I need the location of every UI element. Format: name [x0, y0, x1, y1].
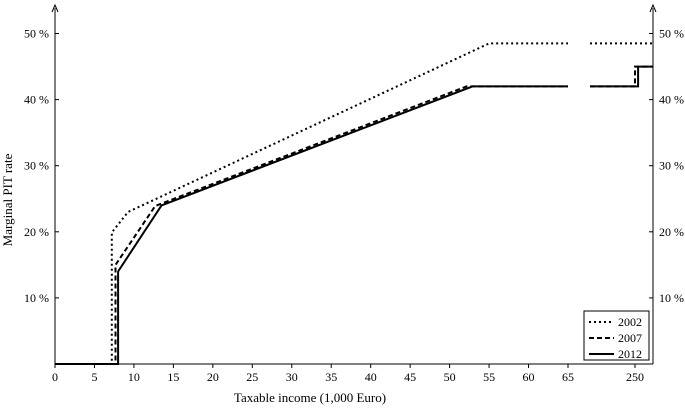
- x-tick-label: 55: [483, 370, 495, 384]
- y-tick-label-left: 10 %: [24, 291, 49, 305]
- y-tick-label-left: 20 %: [24, 225, 49, 239]
- y-axis-ticks: 10 % 10 % 20 % 20 % 30 % 30 % 40 % 40 % 50 % 50 %: [24, 27, 684, 305]
- legend: 2002 2007 2012: [583, 310, 650, 361]
- y-tick-label-right: 20 %: [659, 225, 684, 239]
- x-tick-label: 30: [286, 370, 298, 384]
- x-tick-label: 50: [444, 370, 456, 384]
- x-tick-label: 250: [626, 370, 644, 384]
- x-tick-label: 5: [91, 370, 97, 384]
- x-axis-title: Taxable income (1,000 Euro): [234, 390, 386, 405]
- x-tick-label: 35: [325, 370, 337, 384]
- x-axis-ticks: 0 5 10 15 20 25 30 35 40 45 50 55 60 65 250: [52, 364, 644, 384]
- y-tick-label-left: 50 %: [24, 27, 49, 41]
- y-axis-left-arrow: [51, 3, 59, 13]
- x-tick-label: 15: [167, 370, 179, 384]
- y-tick-label-left: 40 %: [24, 93, 49, 107]
- legend-box: [583, 310, 650, 361]
- x-tick-label: 45: [404, 370, 416, 384]
- legend-label-2007: 2007: [618, 331, 642, 345]
- y-tick-label-right: 30 %: [659, 159, 684, 173]
- y-tick-label-left: 30 %: [24, 159, 49, 173]
- axes: [51, 3, 657, 365]
- y-axis-title: Marginal PIT rate: [0, 153, 15, 246]
- series-lines: [55, 42, 653, 365]
- series-2002-line: [55, 42, 568, 365]
- x-tick-label: 20: [207, 370, 219, 384]
- x-tick-label: 0: [52, 370, 58, 384]
- y-tick-label-right: 50 %: [659, 27, 684, 41]
- x-tick-label: 65: [562, 370, 574, 384]
- series-2007-line: [55, 85, 568, 365]
- y-tick-label-right: 40 %: [659, 93, 684, 107]
- legend-label-2002: 2002: [618, 315, 642, 329]
- y-axis-right-arrow: [649, 3, 657, 13]
- series-2007-tail-line: [590, 65, 653, 88]
- x-tick-label: 10: [128, 370, 140, 384]
- x-tick-label: 60: [523, 370, 535, 384]
- series-2012-tail-line: [590, 65, 653, 88]
- x-tick-label: 25: [246, 370, 258, 384]
- legend-label-2012: 2012: [618, 347, 642, 361]
- series-2012-line: [55, 85, 568, 365]
- y-tick-label-right: 10 %: [659, 291, 684, 305]
- x-tick-label: 40: [365, 370, 377, 384]
